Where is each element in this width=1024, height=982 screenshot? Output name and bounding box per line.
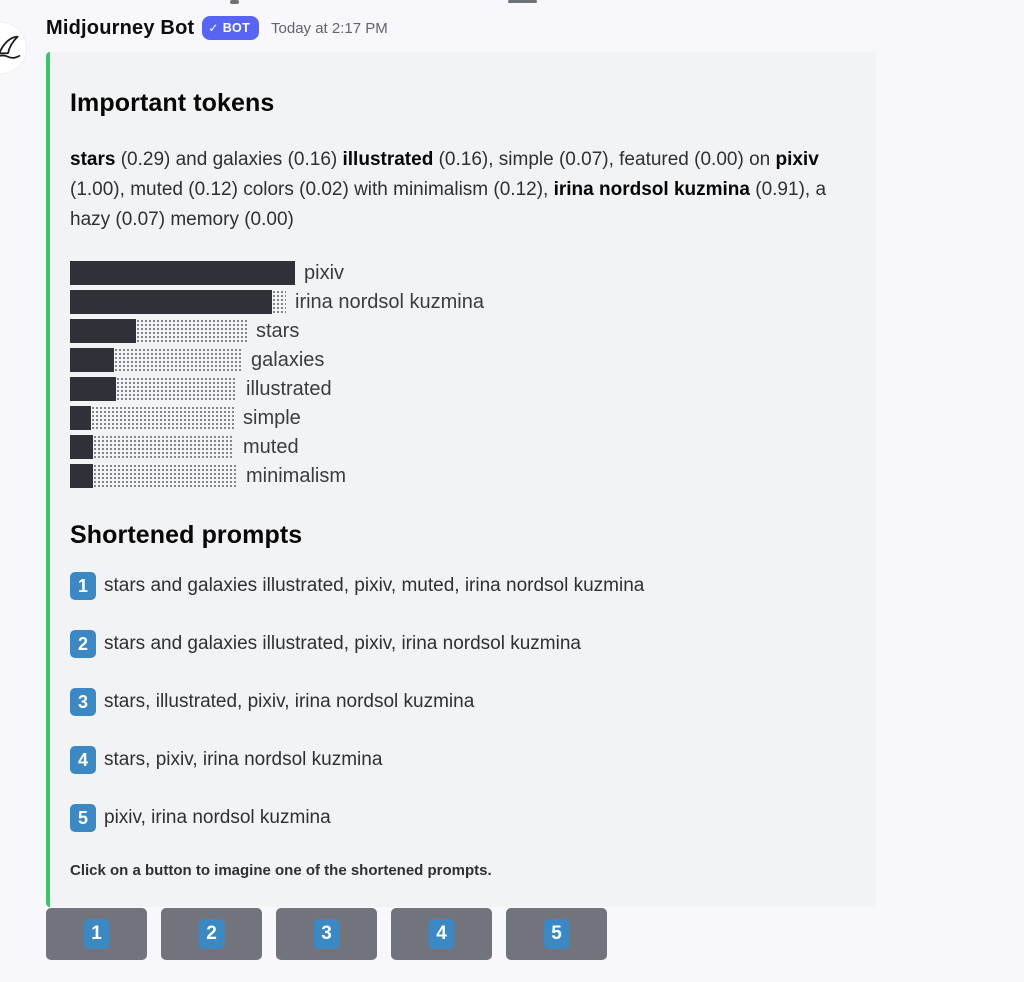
- shorten-result-embed: Important tokens stars (0.29) and galaxi…: [46, 52, 876, 907]
- chart-bar-row: irina nordsol kuzmina: [70, 290, 852, 314]
- chart-bar-row: minimalism: [70, 464, 852, 488]
- shortened-prompt-item: 3 stars, illustrated, pixiv, irina nords…: [70, 688, 852, 716]
- shortened-prompt-item: 2 stars and galaxies illustrated, pixiv,…: [70, 630, 852, 658]
- imagine-prompt-button[interactable]: 2: [161, 908, 262, 960]
- bar-dotted-segment: [91, 406, 234, 430]
- prompt-text: stars and galaxies illustrated, pixiv, i…: [104, 633, 581, 654]
- bar-label: minimalism: [246, 464, 346, 487]
- bar-dotted-segment: [136, 319, 247, 343]
- chart-bar-row: illustrated: [70, 377, 852, 401]
- previous-message-fragment: [508, 0, 537, 3]
- bar-label: stars: [256, 319, 300, 342]
- imagine-prompt-button[interactable]: 1: [46, 908, 147, 960]
- keycap-number-icon: 5: [70, 804, 96, 832]
- bar-label: galaxies: [251, 348, 325, 371]
- prompt-text: stars, illustrated, pixiv, irina nordsol…: [104, 691, 475, 712]
- bar-dotted-segment: [93, 435, 234, 459]
- chart-bar-row: stars: [70, 319, 852, 343]
- bar-solid-segment: [70, 319, 136, 343]
- bar-solid-segment: [70, 406, 91, 430]
- keycap-number-icon: 1: [70, 572, 96, 600]
- keycap-number-icon: 2: [70, 630, 96, 658]
- bar-label: muted: [243, 435, 299, 458]
- message-timestamp: Today at 2:17 PM: [271, 19, 388, 37]
- imagine-prompt-button[interactable]: 4: [391, 908, 492, 960]
- bar-dotted-segment: [114, 348, 242, 372]
- shortened-prompts-title: Shortened prompts: [70, 521, 303, 549]
- chart-bar-row: simple: [70, 406, 852, 430]
- bar-solid-segment: [70, 290, 272, 314]
- token-importance-chart: pixiv irina nordsol kuzmina stars: [70, 261, 852, 488]
- bar-solid-segment: [70, 261, 295, 285]
- chart-bar-row: muted: [70, 435, 852, 459]
- bar-dotted-segment: [93, 464, 237, 488]
- token-summary-text: stars (0.29) and galaxies (0.16) illustr…: [70, 149, 827, 230]
- imagine-prompt-button[interactable]: 5: [506, 908, 607, 960]
- bar-label: simple: [243, 406, 301, 429]
- bar-solid-segment: [70, 435, 93, 459]
- midjourney-bot-avatar[interactable]: [0, 23, 26, 73]
- keycap-number-icon: 4: [70, 746, 96, 774]
- imagine-prompt-button[interactable]: 3: [276, 908, 377, 960]
- chat-message: Midjourney Bot ✓ BOT Today at 2:17 PM Im…: [46, 14, 986, 907]
- shortened-prompt-list: 1 stars and galaxies illustrated, pixiv,…: [70, 572, 852, 832]
- embed-footer-note: Click on a button to imagine one of the …: [70, 862, 492, 879]
- prompt-text: stars, pixiv, irina nordsol kuzmina: [104, 749, 383, 770]
- bar-label: irina nordsol kuzmina: [295, 290, 484, 313]
- prompt-text: pixiv, irina nordsol kuzmina: [104, 807, 331, 828]
- chart-bar-row: galaxies: [70, 348, 852, 372]
- keycap-number-icon: 3: [313, 919, 340, 949]
- sailboat-icon: [0, 35, 21, 59]
- bar-dotted-segment: [272, 290, 286, 314]
- bar-dotted-segment: [116, 377, 237, 401]
- shortened-prompt-item: 4 stars, pixiv, irina nordsol kuzmina: [70, 746, 852, 774]
- verified-check-icon: ✓: [208, 21, 219, 35]
- bot-badge: ✓ BOT: [202, 16, 260, 40]
- bar-solid-segment: [70, 348, 114, 372]
- bar-solid-segment: [70, 377, 116, 401]
- important-tokens-title: Important tokens: [70, 89, 275, 117]
- previous-message-fragment: [230, 0, 239, 4]
- prompt-action-buttons: 1 2 3 4 5: [46, 908, 607, 960]
- username[interactable]: Midjourney Bot: [46, 16, 195, 39]
- keycap-number-icon: 5: [543, 919, 570, 949]
- bar-label: illustrated: [246, 377, 332, 400]
- keycap-number-icon: 2: [198, 919, 225, 949]
- shortened-prompt-item: 1 stars and galaxies illustrated, pixiv,…: [70, 572, 852, 600]
- bar-solid-segment: [70, 464, 93, 488]
- keycap-number-icon: 3: [70, 688, 96, 716]
- keycap-number-icon: 1: [83, 919, 110, 949]
- chart-bar-row: pixiv: [70, 261, 852, 285]
- bar-label: pixiv: [304, 261, 345, 284]
- message-header: Midjourney Bot ✓ BOT Today at 2:17 PM: [46, 14, 986, 42]
- bot-badge-label: BOT: [222, 21, 251, 35]
- prompt-text: stars and galaxies illustrated, pixiv, m…: [104, 575, 645, 596]
- keycap-number-icon: 4: [428, 919, 455, 949]
- shortened-prompt-item: 5 pixiv, irina nordsol kuzmina: [70, 804, 852, 832]
